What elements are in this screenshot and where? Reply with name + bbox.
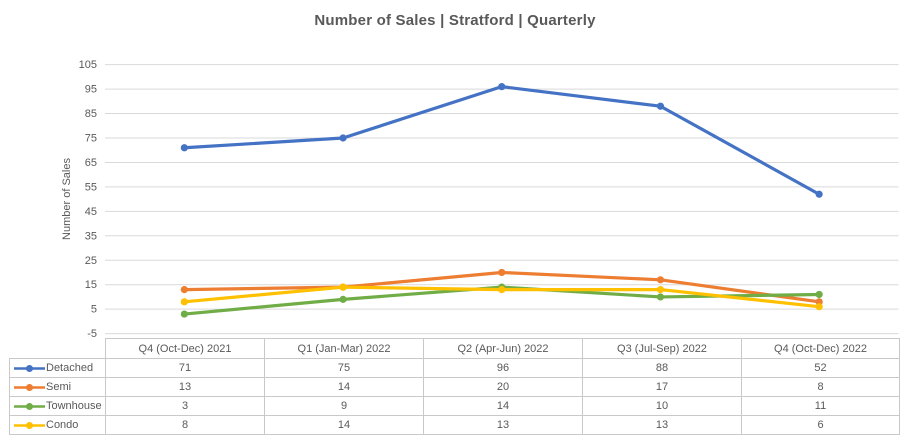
table-header-cell: Q2 (Apr-Jun) 2022: [423, 338, 583, 359]
table-row-townhouse: Townhouse 3 9 14 10 11: [9, 396, 900, 416]
legend-key-icon: [14, 421, 45, 429]
y-tick-label: 15: [85, 279, 97, 291]
table-header-cell: Q1 (Jan-Mar) 2022: [264, 338, 424, 359]
legend-marker: [26, 364, 33, 372]
table-value-cell: 71: [105, 358, 265, 378]
y-tick-label: -5: [87, 328, 97, 340]
table-value-cell: 13: [582, 415, 742, 435]
data-point-detached: [180, 144, 188, 152]
legend-cell-semi: Semi: [9, 377, 106, 397]
data-point-condo: [498, 285, 506, 294]
legend-key-icon: [14, 383, 45, 391]
data-point-detached: [498, 83, 506, 91]
y-tick-label: 105: [79, 59, 97, 71]
y-tick-label: 95: [85, 84, 97, 96]
data-point-detached: [815, 190, 823, 198]
y-tick-label: 75: [85, 133, 97, 145]
table-value-cell: 52: [741, 358, 900, 378]
y-tick-label: 65: [85, 157, 97, 169]
data-point-detached: [656, 102, 665, 110]
table-value-cell: 17: [582, 377, 742, 397]
table-row-semi: Semi 13 14 20 17 8: [9, 377, 900, 397]
table-value-cell: 14: [264, 377, 424, 397]
legend-marker: [26, 402, 33, 410]
table-value-cell: 8: [741, 377, 900, 397]
data-point-townhouse: [815, 290, 823, 299]
table-value-cell: 14: [423, 396, 583, 416]
data-point-condo: [180, 298, 188, 306]
table-value-cell: 14: [264, 415, 424, 435]
data-point-townhouse: [180, 310, 188, 318]
data-point-condo: [656, 285, 665, 294]
legend-key-icon: [14, 364, 45, 372]
legend-marker: [26, 383, 33, 391]
table-value-cell: 3: [105, 396, 265, 416]
data-point-townhouse: [656, 293, 665, 301]
legend-marker: [26, 421, 33, 429]
legend-label: Detached: [46, 362, 94, 375]
data-point-semi: [656, 276, 665, 284]
data-point-townhouse: [339, 295, 347, 303]
table-row-condo: Condo 8 14 13 13 6: [9, 415, 900, 435]
table-corner-cell: [10, 339, 106, 359]
table-header-row: Q4 (Oct-Dec) 2021 Q1 (Jan-Mar) 2022 Q2 (Ap…: [10, 338, 900, 359]
table-value-cell: 8: [105, 415, 265, 435]
y-tick-label: 5: [91, 304, 97, 316]
table-header-cell: Q3 (Jul-Sep) 2022: [582, 338, 742, 359]
legend-cell-detached: Detached: [9, 358, 106, 378]
plot-area: 105 95 85 75 65 55 45 35 25 15 5 -5: [79, 59, 899, 340]
table-value-cell: 88: [582, 358, 742, 378]
table-row-detached: Detached 71 75 96 88 52: [9, 358, 900, 378]
table-value-cell: 9: [264, 396, 424, 416]
table-value-cell: 13: [423, 415, 583, 435]
y-tick-label: 55: [85, 181, 97, 193]
chart-title: Number of Sales | Stratford | Quarterly: [314, 12, 596, 29]
table-value-cell: 96: [423, 358, 583, 378]
data-point-condo: [339, 283, 347, 291]
legend-label: Semi: [46, 381, 72, 394]
data-point-detached: [339, 134, 347, 142]
table-header-cell: Q4 (Oct-Dec) 2021: [105, 338, 265, 359]
legend-cell-townhouse: Townhouse: [9, 396, 106, 416]
table-value-cell: 10: [582, 396, 742, 416]
data-point-semi: [498, 268, 506, 277]
table-header-cell: Q4 (Oct-Dec) 2022: [741, 338, 900, 359]
table-value-cell: 6: [741, 415, 900, 435]
table-value-cell: 11: [741, 396, 900, 416]
table-value-cell: 13: [105, 377, 265, 397]
data-table: Q4 (Oct-Dec) 2021 Q1 (Jan-Mar) 2022 Q2 (Ap…: [9, 338, 900, 435]
legend-cell-condo: Condo: [9, 415, 106, 435]
legend-key-icon: [14, 402, 45, 410]
y-tick-label: 85: [85, 108, 97, 120]
series-line-detached: [182, 85, 821, 196]
table-value-cell: 20: [423, 377, 583, 397]
data-point-semi: [180, 285, 188, 294]
legend-label: Townhouse: [46, 400, 102, 413]
legend-label: Condo: [46, 419, 79, 432]
data-point-condo: [815, 303, 823, 311]
y-tick-label: 45: [85, 206, 97, 218]
y-tick-label: 25: [85, 255, 97, 267]
table-value-cell: 75: [264, 358, 424, 378]
y-tick-label: 35: [85, 230, 97, 242]
